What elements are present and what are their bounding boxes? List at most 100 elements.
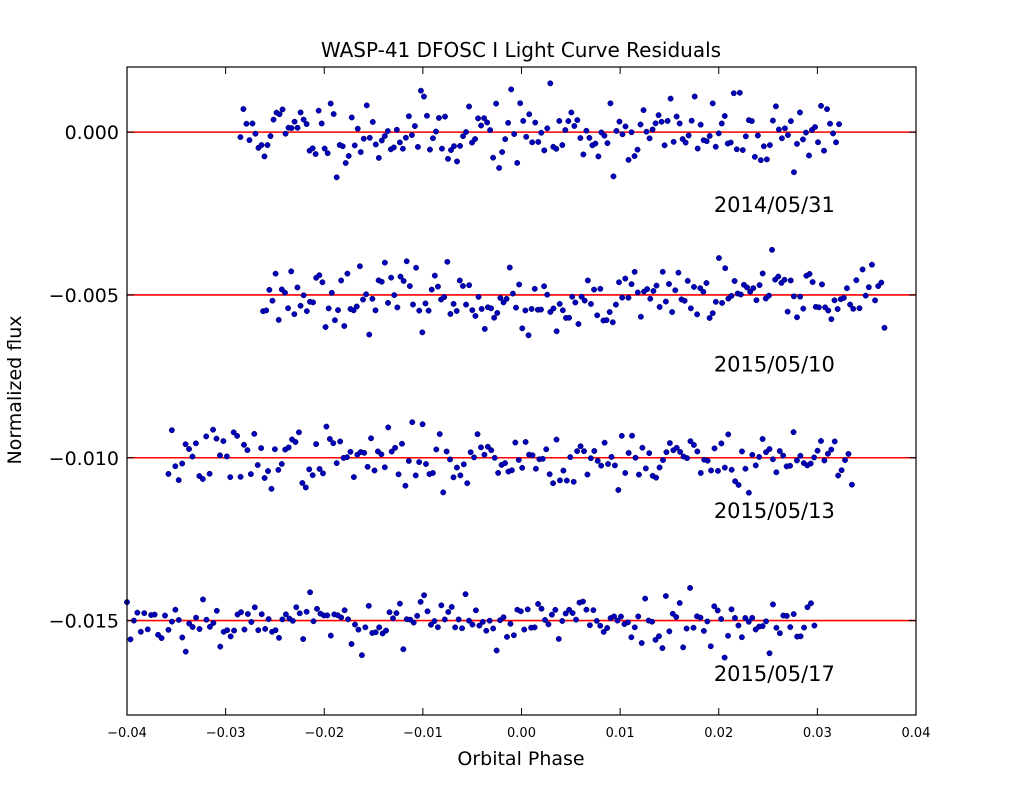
- data-point: [526, 111, 533, 118]
- data-point: [562, 127, 569, 133]
- data-point: [512, 439, 519, 446]
- data-point: [479, 618, 486, 625]
- data-point: [261, 153, 268, 160]
- data-point: [847, 301, 854, 308]
- data-point: [127, 636, 134, 643]
- data-point: [210, 426, 217, 433]
- data-point: [552, 606, 559, 613]
- data-point: [354, 125, 361, 132]
- data-point: [591, 448, 598, 454]
- data-point: [811, 454, 818, 461]
- data-point: [351, 142, 358, 149]
- data-point: [787, 462, 794, 469]
- data-point: [440, 489, 447, 496]
- data-point: [685, 132, 692, 139]
- data-point: [784, 132, 791, 138]
- data-point: [240, 106, 247, 112]
- data-point: [703, 280, 710, 286]
- data-point: [819, 281, 825, 288]
- data-point: [352, 621, 358, 628]
- data-point: [342, 160, 349, 166]
- data-point: [559, 307, 566, 314]
- data-point: [835, 472, 842, 479]
- data-point: [581, 297, 588, 304]
- data-point: [818, 438, 824, 444]
- data-point: [364, 463, 371, 470]
- data-point: [565, 118, 572, 125]
- data-point: [411, 123, 418, 130]
- data-point: [189, 624, 196, 630]
- data-point: [493, 647, 500, 654]
- data-point: [757, 157, 764, 164]
- data-point: [756, 282, 763, 289]
- data-point: [231, 627, 238, 634]
- data-point: [853, 277, 860, 284]
- data-point: [766, 446, 773, 453]
- data-point: [478, 122, 485, 129]
- data-point: [640, 107, 647, 114]
- data-point: [742, 465, 749, 472]
- data-point: [697, 614, 704, 621]
- data-point: [811, 622, 818, 629]
- data-point: [656, 304, 663, 310]
- data-point: [506, 264, 513, 271]
- data-point: [513, 304, 519, 311]
- data-point: [213, 607, 220, 614]
- data-point: [587, 301, 594, 307]
- data-point: [206, 623, 213, 630]
- data-point: [706, 132, 713, 139]
- data-point: [452, 624, 459, 631]
- data-point: [664, 117, 671, 124]
- data-point: [559, 142, 566, 148]
- data-point: [508, 467, 515, 474]
- data-point: [444, 258, 451, 265]
- data-point: [210, 620, 217, 626]
- data-point: [230, 429, 237, 436]
- x-axis-label: Orbital Phase: [457, 748, 584, 770]
- data-point: [638, 640, 645, 646]
- data-point: [787, 624, 794, 631]
- data-point: [500, 614, 507, 621]
- data-point: [193, 614, 200, 621]
- data-point: [584, 471, 591, 478]
- data-point: [460, 133, 466, 140]
- data-point: [496, 165, 503, 171]
- data-point: [631, 153, 638, 160]
- data-point: [872, 297, 879, 304]
- data-point: [429, 470, 436, 476]
- data-point: [388, 274, 395, 281]
- data-point: [246, 137, 253, 144]
- data-point: [790, 429, 797, 436]
- data-point: [706, 315, 713, 321]
- plot-area: 2014/05/31 2015/05/10 2015/05/13 2015/05/17…: [49, 66, 930, 741]
- data-point: [172, 463, 179, 470]
- data-point: [628, 129, 635, 136]
- data-point: [790, 293, 797, 300]
- data-point: [267, 133, 274, 139]
- data-point: [348, 641, 355, 647]
- data-point: [303, 608, 310, 615]
- data-point: [542, 617, 548, 623]
- data-point: [700, 288, 707, 295]
- data-point: [781, 276, 788, 283]
- data-point: [833, 139, 840, 146]
- data-point: [363, 291, 370, 298]
- data-point: [831, 297, 838, 304]
- data-point: [567, 454, 574, 461]
- data-point: [572, 299, 579, 306]
- data-point: [472, 607, 479, 614]
- data-point: [467, 449, 474, 456]
- data-point: [410, 619, 417, 626]
- data-point: [400, 278, 407, 284]
- data-point: [541, 147, 548, 154]
- data-point: [295, 429, 302, 436]
- data-point: [466, 617, 472, 624]
- data-point: [535, 601, 542, 607]
- data-point: [607, 100, 614, 107]
- data-point: [691, 283, 697, 290]
- data-point: [736, 89, 743, 96]
- data-point: [168, 427, 175, 434]
- data-point: [511, 131, 518, 138]
- data-point: [460, 461, 467, 468]
- data-point: [718, 120, 725, 127]
